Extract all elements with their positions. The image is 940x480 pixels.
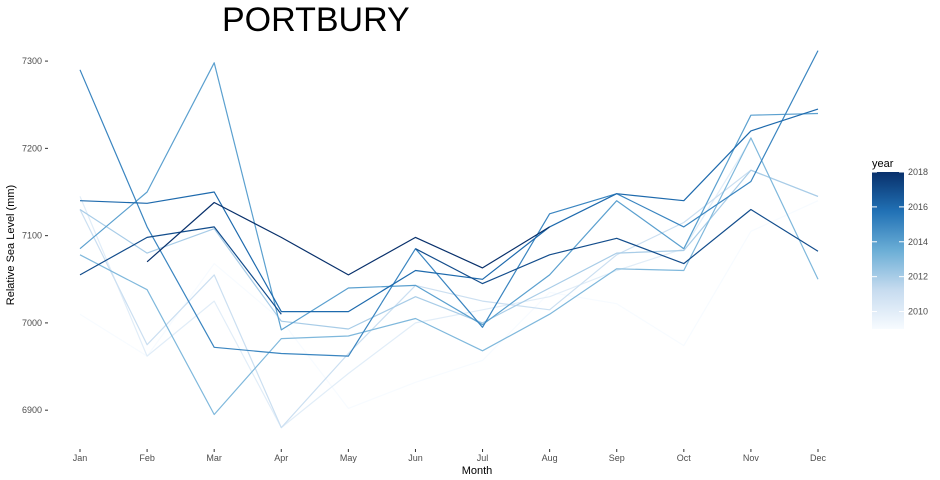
legend-tick-label: 2014 [908, 237, 928, 247]
chart-title: PORTBURY [222, 1, 410, 39]
x-tick-label: Jun [408, 453, 423, 463]
series-line-2014 [79, 62, 819, 331]
legend: year 2010 2012 2014 2016 2018 [872, 158, 928, 329]
legend-ticks: 2010 2012 2014 2016 2018 [872, 167, 928, 317]
y-axis-label: Relative Sea Level (mm) [5, 185, 17, 305]
legend-tick-label: 2018 [908, 167, 928, 177]
series-line-2013 [79, 137, 819, 416]
x-tick-label: Sep [609, 453, 625, 463]
legend-tick-label: 2016 [908, 202, 928, 212]
x-tick-label: Nov [743, 453, 760, 463]
y-tick-label: 7300 [22, 56, 42, 66]
series-line-2010 [79, 139, 752, 429]
x-tick-label: Feb [139, 453, 155, 463]
x-axis: Jan Feb Mar Apr May Jun Jul Aug Sep Oct Nov Dec [73, 449, 827, 463]
legend-tick-label: 2012 [908, 272, 928, 282]
y-tick-label: 6900 [22, 405, 42, 415]
x-tick-label: Mar [206, 453, 222, 463]
x-tick-label: Oct [677, 453, 692, 463]
series-group [79, 50, 819, 429]
legend-title: year [872, 158, 894, 170]
y-axis: 6900 7000 7100 7200 7300 [22, 56, 48, 415]
series-line-2012 [79, 169, 819, 330]
x-tick-label: Aug [542, 453, 558, 463]
series-line-2015 [79, 50, 819, 357]
x-tick-label: Jan [73, 453, 88, 463]
series-line-2018 [146, 201, 550, 276]
legend-colorbar [872, 172, 904, 329]
x-axis-label: Month [462, 465, 493, 477]
series-line-2016 [79, 108, 819, 313]
y-tick-label: 7100 [22, 231, 42, 241]
x-tick-label: Apr [274, 453, 288, 463]
y-tick-label: 7000 [22, 318, 42, 328]
series-line-2011 [79, 169, 819, 429]
x-tick-label: Dec [810, 453, 827, 463]
legend-tick-label: 2010 [908, 307, 928, 317]
y-tick-label: 7200 [22, 143, 42, 153]
x-tick-label: Jul [477, 453, 489, 463]
x-tick-label: May [340, 453, 358, 463]
series-line-2009 [79, 200, 819, 409]
